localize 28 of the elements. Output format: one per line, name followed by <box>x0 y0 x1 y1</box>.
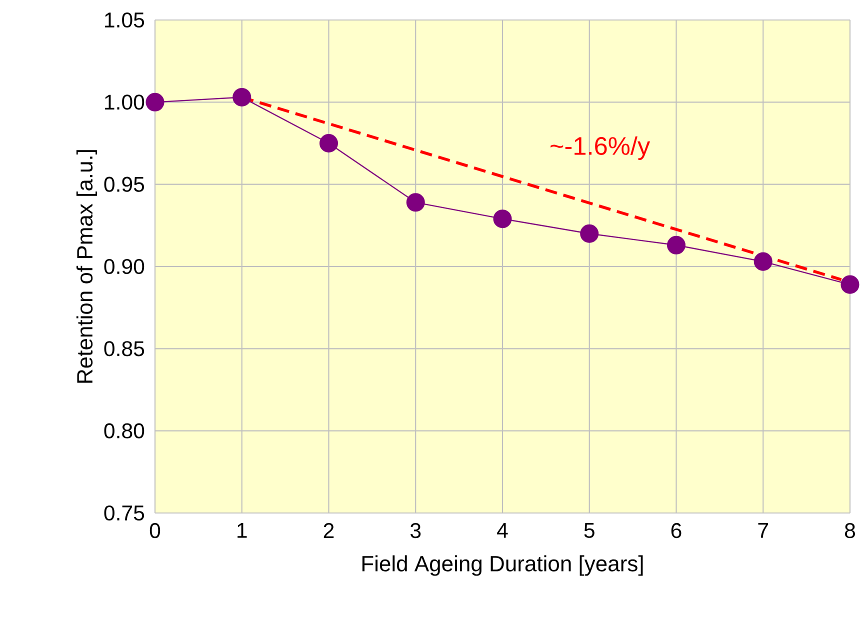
y-tick-label: 0.80 <box>104 423 144 438</box>
y-tick-label: 0.95 <box>104 176 144 192</box>
y-tick-label: 0.85 <box>104 341 144 356</box>
point <box>493 210 512 228</box>
x-tick-label: 5 <box>584 523 594 538</box>
x-tick-label: 8 <box>844 523 855 538</box>
point <box>232 88 252 106</box>
x-tick-label: 2 <box>324 523 334 538</box>
point <box>666 236 686 254</box>
point <box>406 193 425 212</box>
point <box>580 224 599 243</box>
y-axis-title: Retention of Pmax [a.u.] <box>76 150 97 383</box>
x-tick-label: 3 <box>410 523 421 538</box>
x-tick-label: 0 <box>150 523 160 538</box>
point <box>319 134 338 153</box>
x-axis-title: Field Ageing Duration [years] <box>362 555 643 576</box>
x-tick-label: 6 <box>671 523 682 538</box>
y-tick-label: 1.00 <box>105 94 144 110</box>
point <box>840 275 860 294</box>
y-tick-label: 1.05 <box>105 12 144 28</box>
x-tick-label: 1 <box>238 523 247 538</box>
y-tick-label: 0.75 <box>104 505 144 521</box>
annotation: ~-1.6%/y <box>550 136 650 160</box>
point <box>146 92 164 112</box>
x-tick-label: 4 <box>497 523 508 538</box>
y-tick-label: 0.90 <box>104 258 144 274</box>
point <box>754 252 772 271</box>
x-tick-label: 7 <box>758 523 768 538</box>
